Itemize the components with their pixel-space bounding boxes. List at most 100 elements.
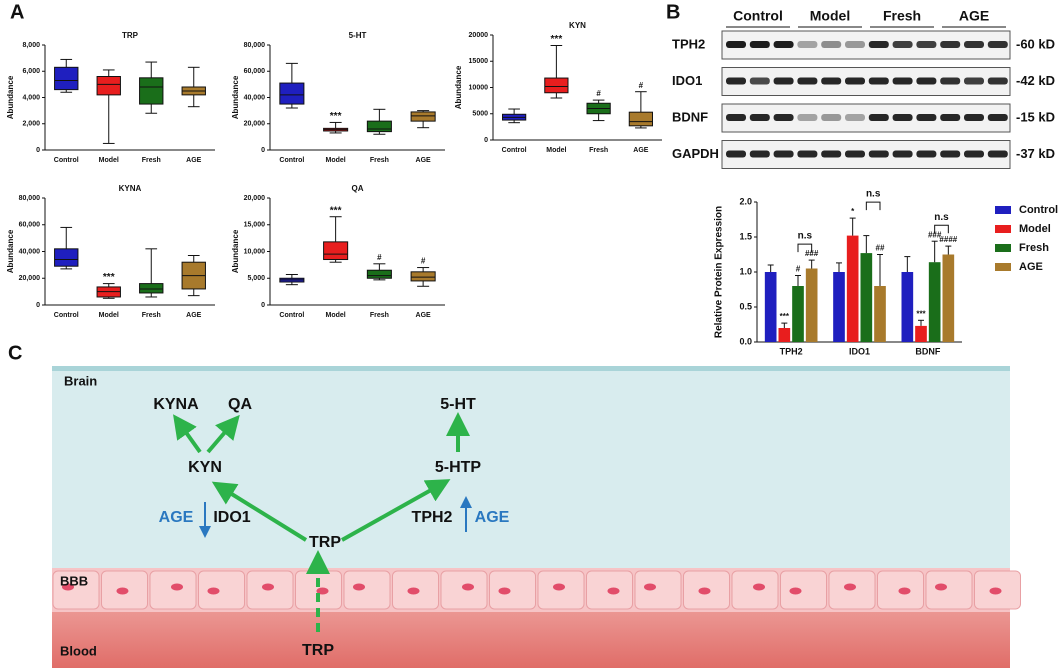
chart-title: QA [352, 184, 364, 193]
band [916, 114, 937, 121]
x-tick-label: AGE [186, 312, 202, 319]
nucleus [116, 587, 129, 595]
x-tick-label: AGE [186, 157, 202, 164]
band [916, 150, 937, 158]
band [940, 41, 961, 48]
annotation: ## [876, 244, 885, 253]
bracket-label: n.s [934, 212, 949, 223]
cell [925, 570, 973, 610]
band [845, 114, 865, 121]
band [797, 77, 818, 85]
bracket [934, 224, 949, 234]
band [773, 77, 794, 85]
annotation: # [377, 253, 382, 262]
bar [846, 235, 859, 342]
y-tick-label: 20,000 [244, 195, 266, 202]
y-tick-label: 4,000 [22, 94, 40, 101]
y-tick-label: 0 [484, 137, 488, 144]
cell [440, 570, 488, 610]
nucleus [698, 587, 711, 595]
region-label: Blood [60, 643, 97, 658]
y-tick-label: 5,000 [247, 275, 265, 282]
band [892, 114, 913, 121]
y-tick-label: 2.0 [739, 196, 752, 206]
y-axis-label: Abundance [231, 229, 240, 273]
box [366, 269, 392, 279]
annotation: *** [103, 272, 115, 283]
y-tick-label: 0 [36, 302, 40, 309]
arrow [206, 414, 240, 454]
x-tick-label: Control [279, 312, 304, 319]
bar [778, 328, 791, 342]
y-tick-label: 40,000 [19, 248, 41, 255]
blot-strip [721, 30, 1011, 60]
x-tick-label: IDO1 [849, 346, 870, 356]
cell [149, 570, 197, 610]
legend-label: AGE [1019, 261, 1043, 273]
y-tick-label: 2,000 [22, 121, 40, 128]
y-tick-label: 20000 [469, 32, 489, 39]
box [139, 77, 164, 105]
nucleus [898, 587, 911, 595]
nucleus [316, 587, 329, 595]
band [749, 41, 770, 48]
x-tick-label: Fresh [142, 157, 161, 164]
band [845, 41, 865, 48]
blot-size: -15 kD [1016, 109, 1055, 124]
bar [833, 272, 845, 342]
band [726, 150, 746, 158]
band [821, 114, 842, 121]
box [628, 111, 653, 127]
band [868, 150, 889, 158]
y-tick-label: 60,000 [244, 68, 266, 75]
annotation: # [796, 265, 801, 274]
annotation: *** [551, 34, 563, 45]
node: KYN [188, 459, 222, 476]
x-tick-label: Model [99, 157, 119, 164]
nucleus [844, 583, 856, 591]
band [773, 150, 794, 158]
legend-swatch [995, 206, 1011, 214]
cell [634, 570, 682, 610]
box [410, 111, 436, 122]
band [749, 150, 770, 158]
blot-row-label: IDO1 [672, 73, 702, 88]
node: TRP [302, 642, 334, 659]
chart-title: 5-HT [349, 31, 367, 40]
nucleus [207, 587, 220, 595]
band [726, 114, 746, 121]
bar [764, 272, 777, 342]
band [868, 114, 889, 121]
band [892, 77, 913, 85]
blot-strip [721, 103, 1011, 133]
band [726, 77, 746, 85]
band [964, 77, 984, 85]
legend-swatch [995, 263, 1011, 271]
blot-group: AGE [959, 8, 989, 24]
annotation: *** [330, 111, 342, 122]
blot-strip [721, 140, 1011, 169]
band [987, 41, 1008, 48]
bar [915, 325, 927, 342]
legend-label: Fresh [1019, 242, 1049, 254]
y-axis-label: Abundance [6, 75, 15, 119]
bar [901, 272, 914, 342]
y-axis-label: Abundance [6, 229, 15, 273]
nucleus [407, 587, 420, 595]
x-tick-label: Control [279, 157, 304, 164]
band [845, 150, 865, 158]
bar [874, 286, 886, 342]
bar [928, 262, 941, 342]
blot-group: Fresh [883, 8, 921, 24]
nucleus [553, 583, 565, 591]
band [987, 77, 1008, 85]
y-tick-label: 6,000 [22, 68, 40, 75]
band [964, 114, 984, 121]
nucleus [498, 587, 511, 595]
annotation: #### [939, 235, 957, 244]
cell [198, 570, 245, 610]
region-label: BBB [60, 573, 88, 588]
band [940, 77, 961, 85]
nucleus [753, 583, 765, 591]
